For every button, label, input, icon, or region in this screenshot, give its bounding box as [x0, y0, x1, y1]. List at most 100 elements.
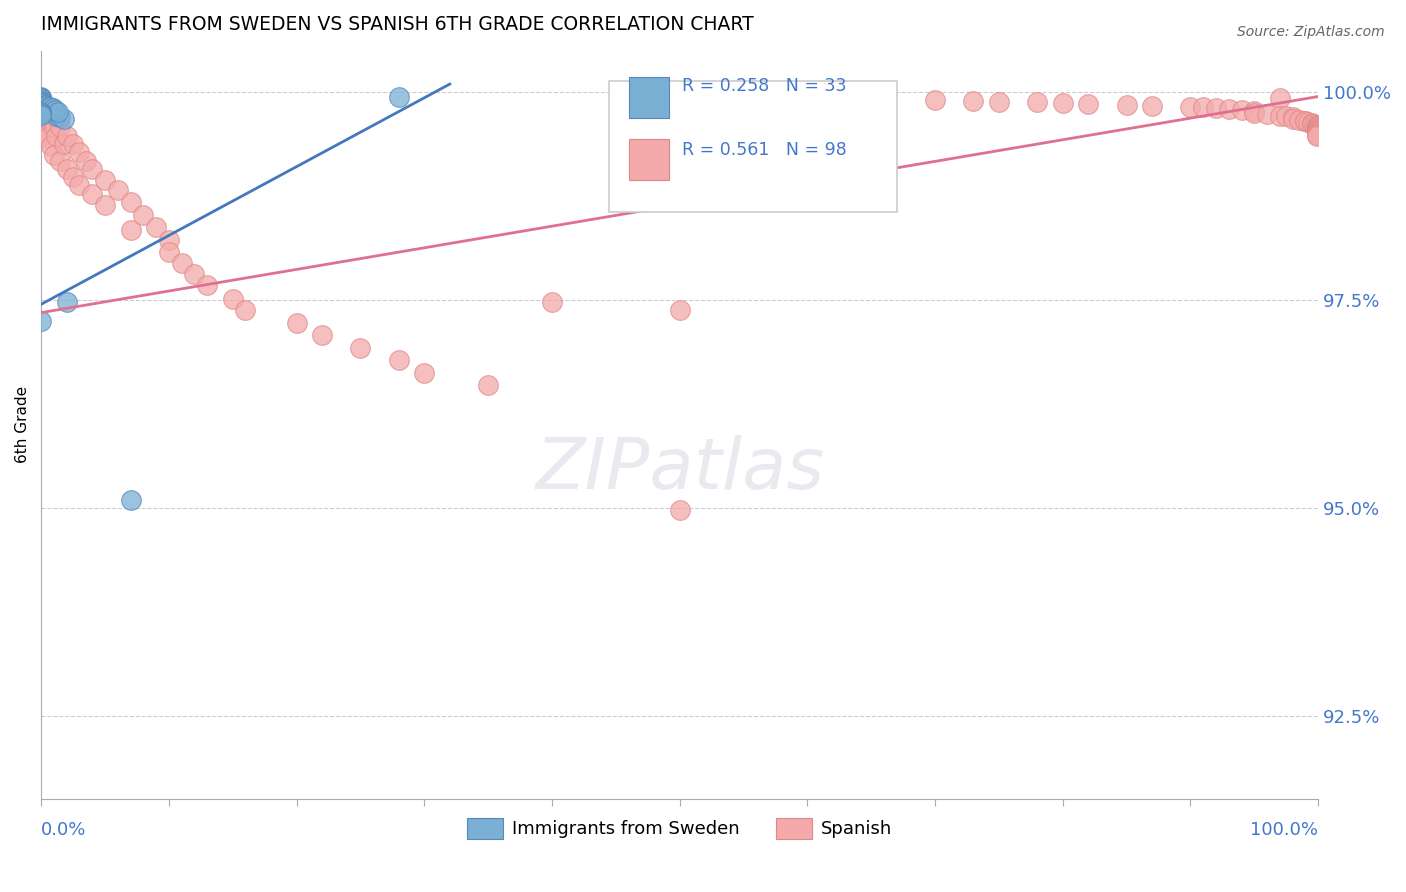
Point	[30, 89, 52, 103]
Point	[1256, 107, 1278, 121]
Text: Source: ZipAtlas.com: Source: ZipAtlas.com	[1237, 25, 1385, 39]
FancyBboxPatch shape	[628, 77, 669, 118]
Point	[1296, 115, 1319, 129]
Point	[413, 367, 436, 381]
Point	[30, 108, 52, 122]
Text: 0.0%: 0.0%	[41, 822, 87, 839]
Point	[41, 103, 63, 118]
Point	[30, 112, 52, 126]
Point	[1305, 119, 1327, 133]
Point	[42, 147, 65, 161]
Point	[55, 161, 77, 176]
Point	[157, 233, 180, 247]
Point	[1306, 120, 1329, 134]
Point	[49, 111, 72, 125]
Point	[82, 161, 104, 176]
Point	[30, 100, 52, 114]
Point	[388, 89, 411, 103]
Point	[30, 98, 52, 112]
Point	[1180, 99, 1202, 113]
Point	[30, 117, 52, 131]
Point	[107, 184, 129, 198]
Point	[1303, 118, 1326, 132]
Point	[1077, 97, 1099, 112]
Point	[145, 220, 167, 235]
Point	[30, 101, 52, 115]
Point	[1026, 95, 1049, 110]
Point	[183, 267, 205, 281]
Point	[1230, 103, 1253, 117]
Point	[41, 139, 63, 153]
Point	[39, 114, 62, 128]
Point	[668, 502, 690, 516]
Point	[37, 100, 59, 114]
Y-axis label: 6th Grade: 6th Grade	[15, 386, 30, 464]
Point	[35, 98, 58, 112]
Point	[1306, 126, 1329, 140]
Point	[45, 109, 67, 123]
Point	[37, 106, 59, 120]
Point	[349, 342, 371, 356]
Point	[1301, 117, 1323, 131]
Point	[30, 103, 52, 118]
Point	[30, 99, 52, 113]
Point	[39, 100, 62, 114]
Text: ZIPatlas: ZIPatlas	[536, 435, 824, 504]
Point	[75, 153, 97, 168]
Point	[67, 145, 90, 160]
Point	[1306, 127, 1329, 141]
Point	[94, 172, 117, 186]
Point	[860, 92, 883, 106]
Point	[1306, 123, 1329, 137]
Point	[388, 353, 411, 368]
Point	[45, 128, 67, 143]
Point	[30, 103, 52, 117]
Point	[30, 98, 52, 112]
Point	[221, 292, 243, 306]
Point	[49, 153, 72, 168]
Point	[1218, 102, 1240, 116]
Point	[62, 136, 84, 151]
Point	[30, 107, 52, 121]
Point	[1294, 113, 1316, 128]
FancyBboxPatch shape	[628, 139, 669, 180]
Point	[1052, 96, 1074, 111]
Point	[82, 186, 104, 201]
Point	[1306, 124, 1329, 138]
Point	[30, 105, 52, 120]
Point	[49, 120, 72, 135]
Point	[42, 120, 65, 135]
Point	[668, 303, 690, 318]
Point	[477, 378, 499, 392]
Point	[195, 278, 218, 293]
Point	[1243, 103, 1265, 118]
Point	[30, 314, 52, 328]
Text: 100.0%: 100.0%	[1250, 822, 1319, 839]
Point	[1281, 111, 1303, 125]
Point	[30, 97, 52, 112]
Point	[67, 178, 90, 193]
Point	[30, 128, 52, 143]
Point	[120, 195, 142, 210]
Point	[924, 93, 946, 107]
Point	[46, 104, 69, 119]
Point	[37, 131, 59, 145]
Point	[796, 91, 818, 105]
Point	[1268, 91, 1291, 105]
Point	[311, 328, 333, 343]
Point	[1243, 106, 1265, 120]
Point	[1192, 100, 1215, 114]
Text: R = 0.258   N = 33: R = 0.258 N = 33	[682, 77, 846, 95]
Point	[30, 94, 52, 108]
Point	[132, 208, 155, 222]
Point	[987, 95, 1010, 109]
Point	[1268, 109, 1291, 123]
Point	[1306, 122, 1329, 136]
Point	[62, 170, 84, 185]
Point	[30, 95, 52, 110]
Point	[38, 99, 60, 113]
Point	[44, 103, 66, 117]
Point	[53, 112, 76, 126]
Point	[53, 136, 76, 151]
Point	[1306, 121, 1329, 136]
